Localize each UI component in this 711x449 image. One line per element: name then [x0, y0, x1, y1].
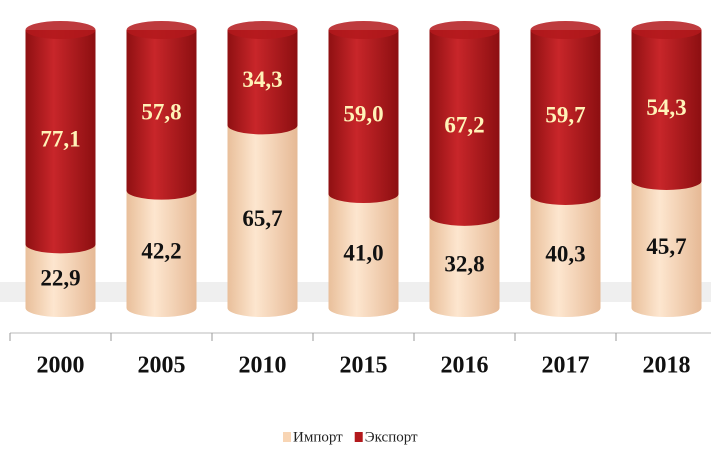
legend-label: Экспорт: [365, 429, 418, 445]
segment: [530, 30, 601, 196]
segment-cap: [227, 299, 298, 317]
value-label: 67,2: [444, 113, 484, 138]
value-label: 42,2: [141, 239, 181, 264]
segment-cap: [328, 185, 399, 204]
segment: [25, 30, 96, 245]
value-label: 32,8: [444, 252, 484, 277]
value-label: 41,0: [343, 240, 383, 265]
value-label: 34,3: [242, 67, 282, 92]
segment-cap: [429, 299, 500, 317]
top-cap: [530, 21, 601, 39]
legend-swatch: [354, 432, 363, 442]
value-label: 22,9: [40, 265, 80, 290]
segment: [25, 244, 96, 308]
top-cap: [227, 21, 298, 39]
value-label: 45,7: [646, 234, 686, 259]
segment: [328, 194, 399, 308]
segment: [126, 30, 197, 191]
top-cap: [631, 21, 702, 39]
segment-cap: [25, 299, 96, 317]
segment: [227, 125, 298, 308]
x-tick-label: 2017: [542, 353, 590, 379]
segment-cap: [429, 207, 500, 226]
value-label: 77,1: [40, 126, 80, 151]
segment-cap: [530, 186, 601, 205]
x-tick-label: 2016: [441, 353, 489, 379]
x-tick-label: 2000: [37, 353, 85, 379]
segment-cap: [126, 299, 197, 317]
segment-cap: [328, 299, 399, 317]
segment: [126, 190, 197, 308]
segment: [530, 195, 601, 308]
segment: [328, 30, 399, 195]
legend-label: Импорт: [293, 429, 343, 445]
segment-cap: [631, 299, 702, 317]
value-label: 65,7: [242, 206, 282, 231]
segment-cap: [631, 171, 702, 190]
legend-swatch: [283, 432, 291, 442]
value-label: 40,3: [545, 241, 585, 266]
segment: [429, 30, 500, 217]
segment-cap: [227, 116, 298, 135]
value-label: 54,3: [646, 95, 686, 120]
segment: [631, 30, 702, 181]
segment-cap: [25, 235, 96, 254]
x-tick-label: 2005: [138, 353, 186, 379]
x-tick-label: 2010: [239, 353, 287, 379]
top-cap: [25, 21, 96, 39]
top-cap: [328, 21, 399, 39]
value-label: 57,8: [141, 100, 181, 125]
segment: [631, 180, 702, 308]
segment: [227, 30, 298, 126]
segment: [429, 216, 500, 308]
value-label: 59,7: [545, 102, 585, 127]
top-cap: [126, 21, 197, 39]
value-label: 59,0: [343, 101, 383, 126]
segment-cap: [530, 299, 601, 317]
segment-cap: [126, 181, 197, 200]
top-cap: [429, 21, 500, 39]
x-tick-label: 2015: [340, 353, 388, 379]
x-tick-label: 2018: [643, 353, 691, 379]
